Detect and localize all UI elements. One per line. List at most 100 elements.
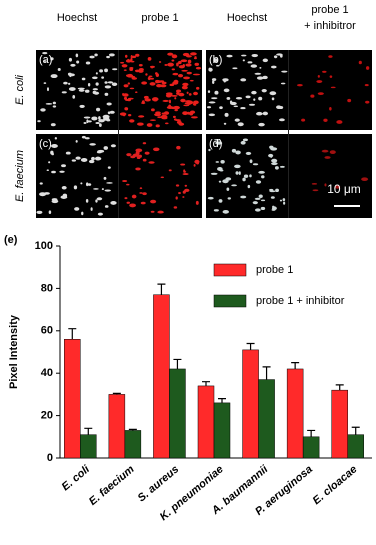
- cell: [95, 82, 99, 86]
- cell: [123, 96, 128, 100]
- cell: [98, 123, 102, 128]
- cell: [149, 119, 156, 122]
- cell: [254, 208, 261, 212]
- cell: [73, 185, 78, 190]
- cell: [193, 100, 199, 105]
- cell: [245, 151, 252, 155]
- cell: [276, 105, 282, 109]
- cell: [158, 61, 162, 63]
- cell: [182, 173, 189, 176]
- cell: [92, 76, 98, 80]
- cell: [254, 197, 261, 200]
- error-bar: [335, 384, 344, 391]
- cell: [207, 106, 212, 109]
- bar: [347, 434, 364, 459]
- cell: [74, 207, 80, 211]
- cell: [140, 201, 146, 205]
- cell: [173, 79, 179, 84]
- bar: [108, 394, 126, 459]
- cell: [283, 201, 286, 205]
- cell: [252, 163, 259, 166]
- cell: [234, 164, 241, 169]
- cell: [184, 184, 188, 187]
- cell: [99, 69, 104, 73]
- cell: [311, 182, 318, 185]
- cell: [336, 120, 343, 124]
- cell: [168, 104, 172, 109]
- cell: [218, 180, 222, 183]
- cell: [119, 112, 127, 116]
- cell: [183, 169, 186, 173]
- cell: [180, 59, 188, 63]
- cell: [253, 98, 256, 101]
- cell: [279, 118, 285, 122]
- cell: [234, 118, 240, 122]
- cell: [219, 106, 223, 110]
- cell: [196, 86, 200, 90]
- cell: [231, 184, 237, 187]
- cell: [211, 97, 218, 100]
- cell: [135, 167, 141, 171]
- cell: [67, 72, 72, 76]
- cell: [194, 62, 200, 66]
- cell: [43, 82, 47, 84]
- cell: [48, 161, 51, 164]
- cell: [208, 67, 213, 72]
- cell: [160, 176, 165, 179]
- cell: [256, 111, 263, 116]
- cell: [248, 103, 256, 106]
- cell: [78, 89, 85, 92]
- cell: [208, 113, 215, 117]
- cell: [157, 210, 164, 214]
- cell: [127, 82, 131, 85]
- cell: [279, 199, 283, 202]
- cell: [324, 156, 331, 159]
- cell: [141, 100, 145, 105]
- cell: [189, 79, 194, 82]
- cell: [222, 210, 229, 214]
- cell: [149, 82, 156, 86]
- cell: [138, 115, 145, 118]
- cell: [81, 77, 86, 81]
- cell: [245, 95, 251, 99]
- y-tick-label: 40: [41, 367, 53, 379]
- cell: [258, 96, 263, 101]
- cell: [260, 199, 266, 202]
- cell: [235, 150, 241, 155]
- cell: [39, 182, 43, 185]
- cell: [156, 83, 162, 88]
- cell: [127, 97, 134, 100]
- cell: [155, 72, 158, 75]
- cell: [262, 75, 268, 80]
- bar: [197, 385, 215, 459]
- cell: [108, 53, 115, 57]
- cell: [180, 163, 186, 166]
- bar: [258, 379, 275, 459]
- cell: [147, 57, 152, 61]
- error-bar: [84, 427, 93, 435]
- cell: [131, 55, 137, 59]
- cell: [240, 106, 246, 110]
- cell: [214, 139, 221, 141]
- cell: [274, 166, 279, 170]
- cell: [71, 159, 77, 162]
- cell: [146, 123, 153, 127]
- x-tick-label: E. coli: [60, 463, 93, 494]
- cell: [170, 94, 178, 97]
- cell: [237, 122, 244, 127]
- cell: [87, 83, 91, 87]
- y-tick-label: 100: [35, 240, 53, 252]
- cell: [258, 194, 263, 199]
- cell: [76, 60, 80, 64]
- cell: [161, 112, 166, 115]
- cell: [126, 74, 132, 77]
- cell: [262, 58, 268, 63]
- cell: [75, 53, 79, 58]
- cell: [98, 116, 101, 120]
- cell: [104, 92, 109, 96]
- col-header: Hoechst: [57, 12, 97, 24]
- row-label: E. faecium: [14, 150, 26, 202]
- cell: [124, 54, 128, 58]
- cell: [112, 68, 118, 71]
- cell: [269, 91, 277, 96]
